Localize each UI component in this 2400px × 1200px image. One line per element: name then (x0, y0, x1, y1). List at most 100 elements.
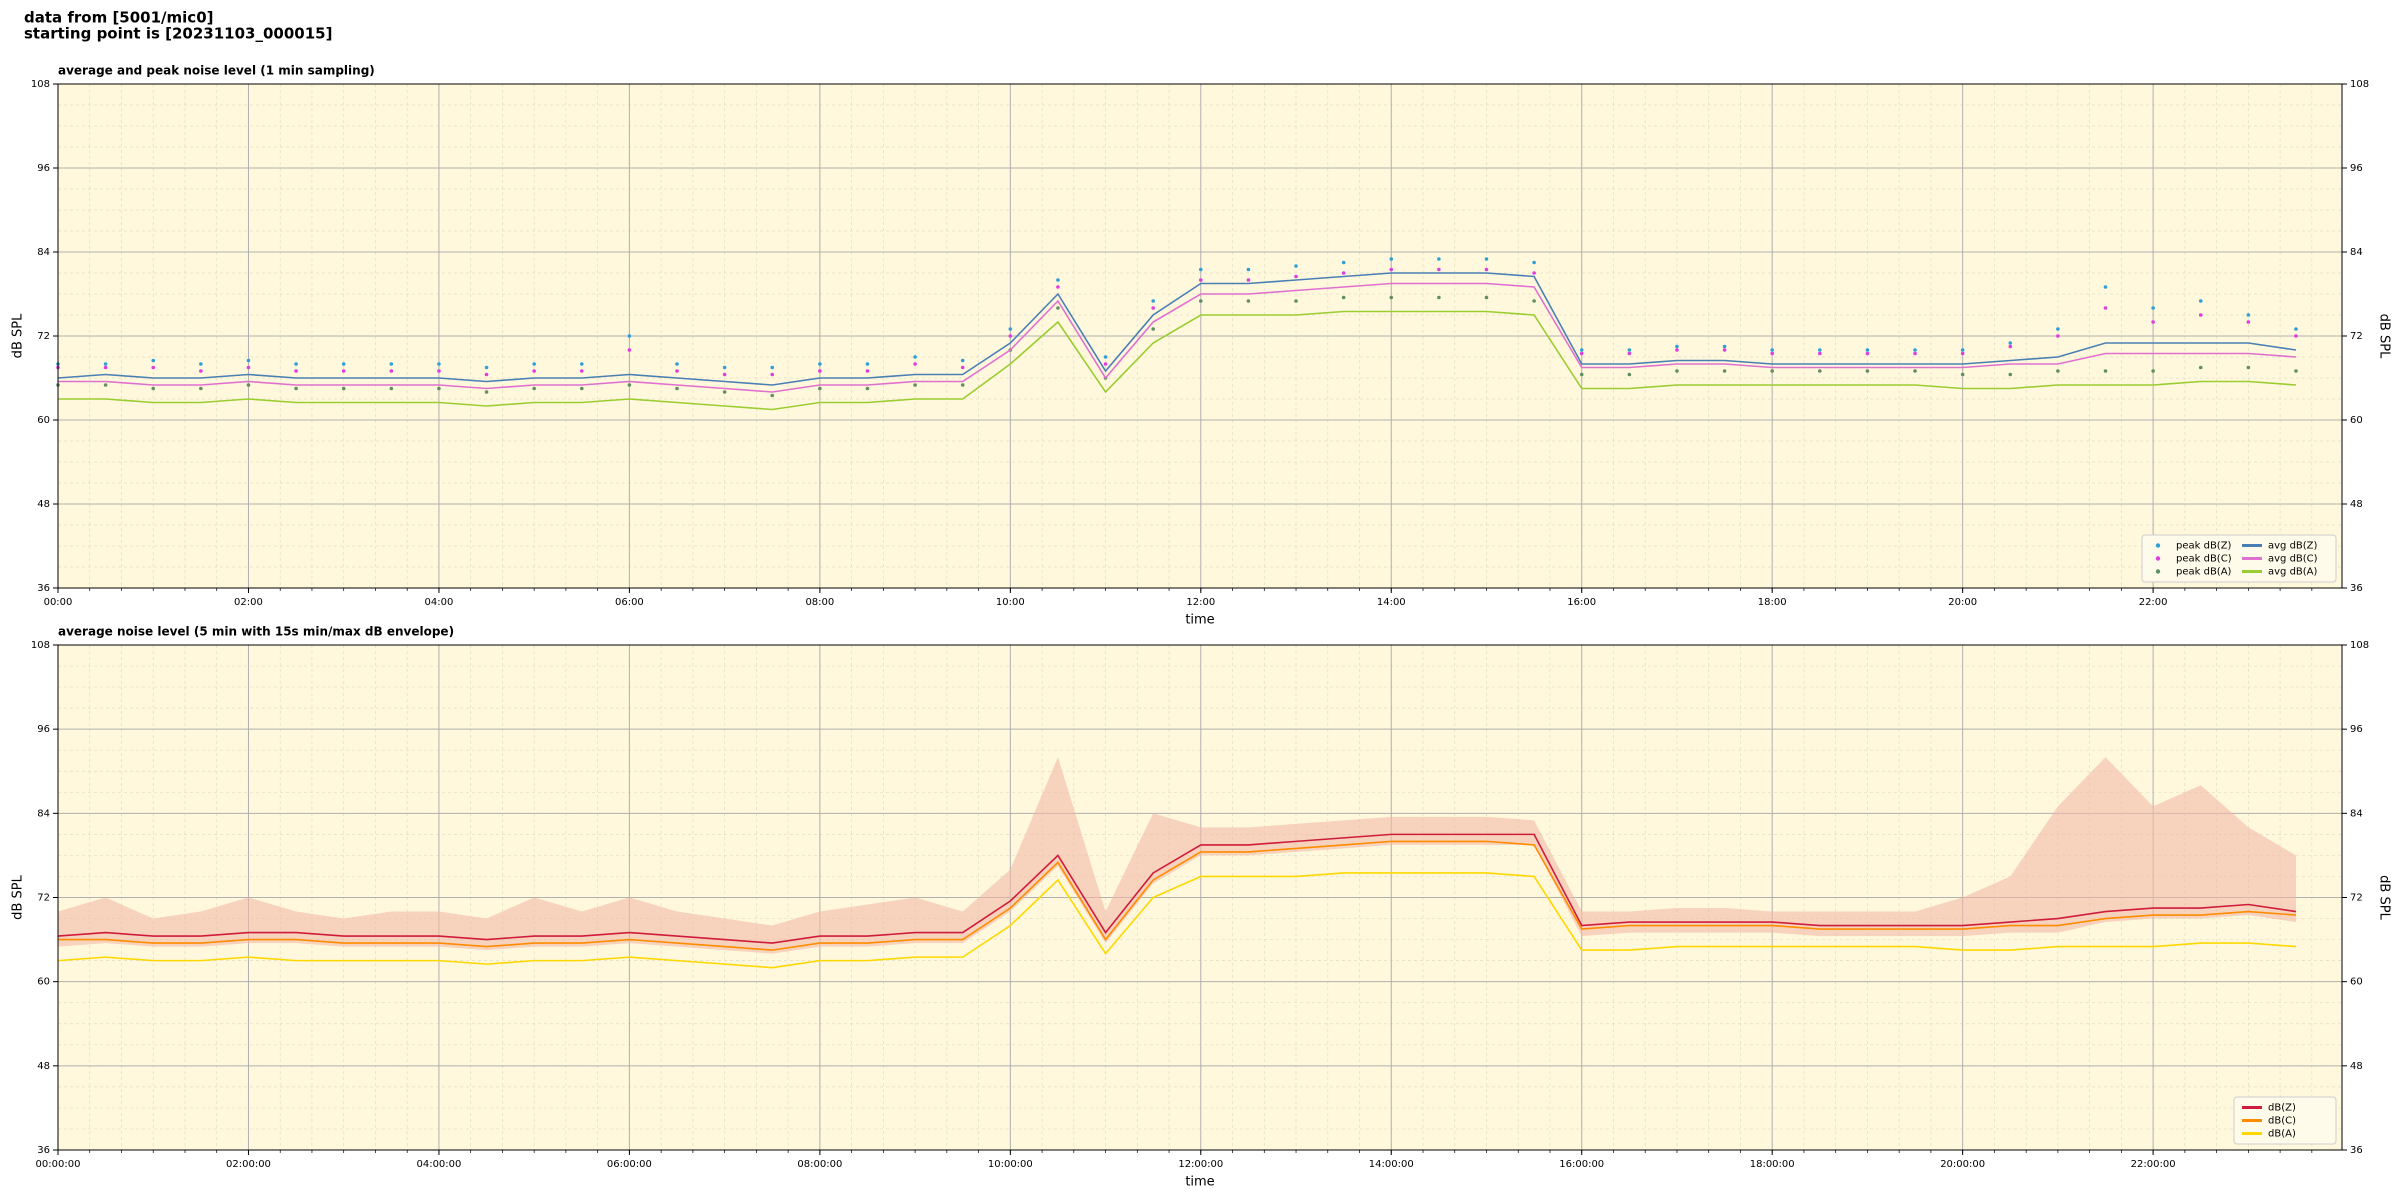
peak-point (1008, 334, 1013, 338)
peak-point (246, 358, 251, 363)
y-tick-label: 72 (37, 331, 50, 342)
legend-marker (2155, 543, 2161, 548)
peak-point (1627, 348, 1632, 352)
peak-point (437, 369, 441, 373)
y-tick-label: 48 (2350, 1061, 2363, 1072)
series-line (58, 840, 2297, 951)
peak-point (1389, 295, 1394, 300)
peak-point (2056, 327, 2060, 331)
peak-point (437, 362, 441, 366)
peak-point (1627, 351, 1632, 356)
peak-point (579, 362, 584, 366)
legend-box (2141, 534, 2337, 583)
peak-point (2198, 365, 2203, 370)
peak-point (913, 355, 917, 359)
peak-point (1198, 267, 1203, 272)
peak-point (722, 390, 727, 394)
peak-point (1056, 278, 1060, 282)
peak-point (1389, 267, 1394, 272)
peak-point (1341, 271, 1346, 275)
peak-point (1770, 369, 1774, 373)
peak-point (1437, 267, 1441, 272)
chart-title: average noise level (5 min with 15s min/… (58, 625, 454, 639)
peak-point (389, 386, 394, 391)
peak-point (1722, 348, 1727, 352)
peak-point (913, 362, 917, 366)
y-tick-label: 84 (2350, 808, 2363, 819)
peak-point (1437, 257, 1441, 261)
peak-point (532, 369, 536, 373)
y-tick-label: 72 (2350, 893, 2363, 904)
peak-point (675, 369, 679, 373)
peak-point (627, 334, 632, 338)
y-tick-label: 72 (37, 893, 50, 904)
y-axis-label: dB SPL (11, 313, 26, 358)
peak-point (865, 386, 870, 391)
peak-point (579, 386, 584, 391)
x-tick-label: 18:00:00 (1750, 1159, 1795, 1170)
legend-label: avg dB(A) (2268, 567, 2318, 578)
peak-point (2294, 369, 2298, 373)
peak-point (2103, 285, 2108, 289)
y-tick-label: 36 (2350, 1145, 2363, 1156)
peak-point (437, 386, 441, 391)
peak-point (1008, 327, 1013, 331)
peak-point (1818, 351, 1822, 356)
y-tick-label: 60 (37, 977, 50, 988)
peak-point (818, 369, 822, 373)
peak-point (865, 369, 870, 373)
x-tick-label: 00:00:00 (36, 1159, 81, 1170)
y-tick-label: 48 (2350, 499, 2363, 510)
peak-point (1056, 306, 1060, 310)
peak-point (532, 386, 536, 391)
peak-point (627, 348, 632, 352)
x-tick-label: 06:00 (615, 597, 644, 608)
peak-point (770, 372, 775, 377)
y-axis-label: dB SPL (2377, 875, 2392, 920)
peak-point (1579, 372, 1584, 377)
peak-point (2008, 372, 2013, 377)
peak-point (1198, 278, 1203, 282)
series-line (58, 310, 2297, 411)
x-tick-label: 16:00 (1567, 597, 1596, 608)
x-axis-label: time (1185, 1175, 1214, 1190)
header-line: starting point is [20231103_000015] (24, 25, 332, 43)
y-tick-label: 36 (37, 583, 50, 594)
peak-point (1770, 348, 1774, 352)
legend-marker (2155, 569, 2161, 574)
y-tick-label: 36 (2350, 583, 2363, 594)
y-tick-label: 96 (2350, 163, 2363, 174)
peak-point (1532, 260, 1536, 265)
peak-point (675, 386, 679, 391)
y-tick-label: 108 (31, 79, 50, 90)
y-tick-label: 48 (37, 499, 50, 510)
peak-point (1151, 327, 1155, 331)
peak-point (579, 369, 584, 373)
peak-point (246, 383, 251, 387)
y-tick-label: 108 (31, 640, 50, 651)
peak-point (103, 383, 108, 387)
peak-point (960, 383, 965, 387)
peak-point (1246, 299, 1251, 303)
y-tick-label: 60 (2350, 977, 2363, 988)
peak-point (865, 362, 870, 366)
peak-point (913, 383, 917, 387)
x-tick-label: 08:00:00 (797, 1159, 842, 1170)
legend: peak dB(Z) peak dB(C) peak dB(A) avg dB(Z) a… (2141, 534, 2337, 583)
peak-point (2056, 369, 2060, 373)
peak-point (1246, 267, 1251, 272)
y-tick-label: 108 (2350, 79, 2369, 90)
legend-label: dB(A) (2268, 1129, 2296, 1140)
y-axis-label: dB SPL (2377, 314, 2392, 359)
peak-point (1960, 351, 1965, 356)
peak-point (722, 372, 727, 377)
peak-point (1103, 355, 1108, 359)
x-tick-label: 18:00 (1758, 597, 1787, 608)
y-tick-label: 72 (2350, 331, 2363, 342)
series-line (57, 272, 2297, 386)
peak-point (2246, 320, 2251, 324)
y-tick-label: 96 (37, 163, 50, 174)
series-line (57, 833, 2297, 944)
peak-point (1246, 278, 1251, 282)
